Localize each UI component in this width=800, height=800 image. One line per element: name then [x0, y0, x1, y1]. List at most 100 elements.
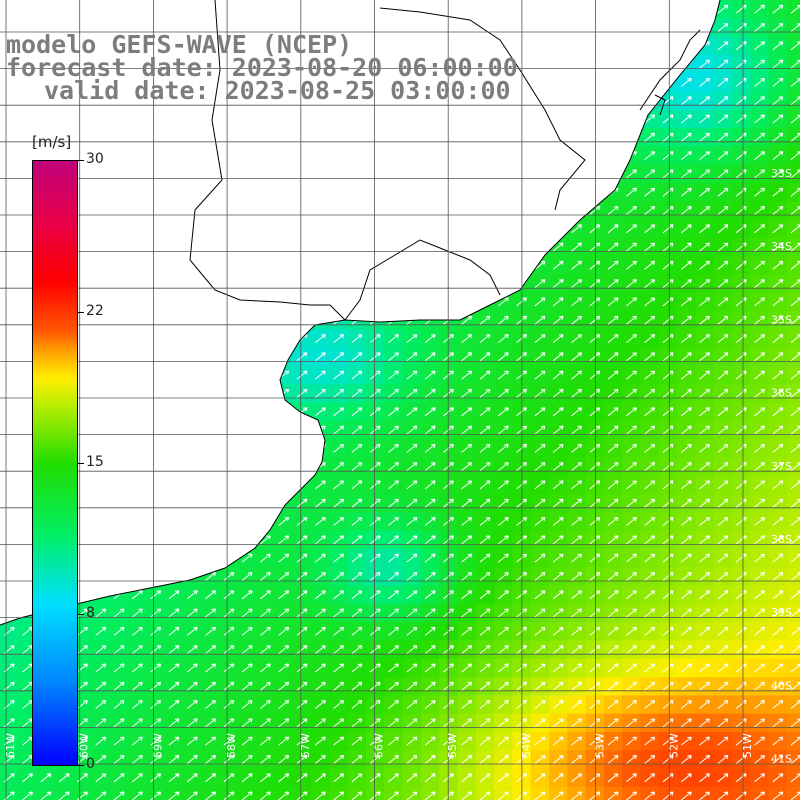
- wind-arrow: [186, 590, 198, 600]
- field-cell: [786, 256, 800, 276]
- wind-arrow: [607, 224, 619, 234]
- wind-arrow: [607, 498, 619, 508]
- wind-arrow: [772, 736, 784, 746]
- wind-arrow: [754, 535, 765, 545]
- wind-arrow: [479, 315, 491, 325]
- wind-arrow: [772, 260, 784, 270]
- wind-arrow: [131, 736, 143, 746]
- field-cell: [786, 183, 800, 202]
- wind-arrow: [699, 443, 710, 453]
- wind-arrow: [589, 260, 601, 270]
- wind-arrow: [626, 608, 637, 618]
- wind-arrow: [626, 260, 637, 270]
- wind-arrow: [680, 681, 692, 691]
- field-cell: [256, 786, 276, 800]
- wind-arrow: [790, 260, 800, 270]
- field-cell: [732, 786, 751, 800]
- wind-arrow: [369, 755, 381, 764]
- wind-arrow: [479, 553, 491, 563]
- wind-arrow: [589, 462, 601, 471]
- wind-arrow: [424, 370, 436, 380]
- field-cell: [109, 786, 129, 800]
- wind-arrow: [699, 315, 710, 325]
- wind-arrow: [699, 370, 710, 380]
- lon-label: 53W: [594, 733, 607, 758]
- wind-arrow: [205, 663, 216, 673]
- wind-arrow: [790, 297, 800, 307]
- wind-arrow: [790, 59, 800, 69]
- wind-arrow: [461, 718, 473, 728]
- wind-arrow: [351, 572, 363, 581]
- wind-arrow: [717, 388, 729, 398]
- wind-arrow: [571, 755, 582, 764]
- wind-arrow: [680, 718, 692, 728]
- wind-arrow: [699, 224, 710, 234]
- wind-arrow: [95, 736, 107, 746]
- wind-arrow: [461, 388, 473, 398]
- wind-arrow: [754, 626, 765, 636]
- wind-arrow: [333, 425, 345, 435]
- wind-arrow: [150, 663, 162, 673]
- wind-arrow: [626, 443, 637, 453]
- wind-arrow: [552, 718, 564, 728]
- wind-arrow: [790, 187, 800, 197]
- wind-arrow: [552, 279, 564, 288]
- wind-arrow: [717, 535, 729, 545]
- wind-arrow: [314, 755, 326, 764]
- wind-arrow: [259, 535, 271, 545]
- wind-arrow: [333, 370, 345, 380]
- wind-arrow: [314, 517, 326, 526]
- wind-arrow: [168, 791, 180, 800]
- wind-arrow: [461, 755, 473, 764]
- wind-arrow: [772, 462, 784, 471]
- field-cell: [786, 658, 800, 678]
- field-cell: [786, 237, 800, 257]
- wind-arrow: [461, 626, 473, 636]
- wind-arrow: [534, 535, 546, 545]
- wind-arrow: [77, 718, 88, 728]
- wind-arrow: [479, 700, 491, 709]
- lon-label: 56W: [373, 733, 386, 758]
- wind-arrow: [571, 645, 582, 654]
- wind-arrow: [131, 663, 143, 673]
- wind-arrow: [571, 718, 582, 728]
- wind-arrow: [790, 681, 800, 691]
- field-cell: [128, 786, 147, 800]
- field-cell: [18, 786, 38, 800]
- wind-arrow: [680, 755, 692, 764]
- wind-arrow: [644, 297, 656, 307]
- wind-arrow: [717, 498, 729, 508]
- wind-arrow: [552, 407, 564, 417]
- lat-label: 41S: [771, 753, 792, 766]
- wind-arrow: [259, 663, 271, 673]
- wind-arrow: [644, 462, 656, 471]
- wind-arrow: [241, 572, 253, 581]
- wind-arrow: [552, 498, 564, 508]
- wind-arrow: [259, 773, 271, 783]
- wind-arrow: [552, 535, 564, 545]
- wind-arrow: [351, 462, 363, 471]
- field-cell: [658, 786, 678, 800]
- field-cell: [786, 786, 800, 800]
- wind-arrow: [680, 206, 692, 215]
- field-cell: [329, 786, 349, 800]
- wind-arrow: [259, 645, 271, 654]
- wind-arrow: [369, 736, 381, 746]
- wind-arrow: [186, 700, 198, 709]
- wind-arrow: [296, 388, 308, 398]
- wind-arrow: [589, 315, 601, 325]
- wind-arrow: [699, 700, 710, 709]
- wind-arrow: [497, 626, 509, 636]
- wind-arrow: [754, 645, 765, 654]
- wind-arrow: [406, 572, 418, 581]
- wind-arrow: [680, 773, 692, 783]
- wind-arrow: [790, 224, 800, 234]
- wind-arrow: [644, 206, 656, 215]
- wind-arrow: [314, 370, 326, 380]
- wind-arrow: [790, 700, 800, 709]
- field-cell: [768, 786, 788, 800]
- wind-arrow: [754, 77, 765, 87]
- wind-arrow: [497, 407, 509, 417]
- wind-arrow: [754, 755, 765, 764]
